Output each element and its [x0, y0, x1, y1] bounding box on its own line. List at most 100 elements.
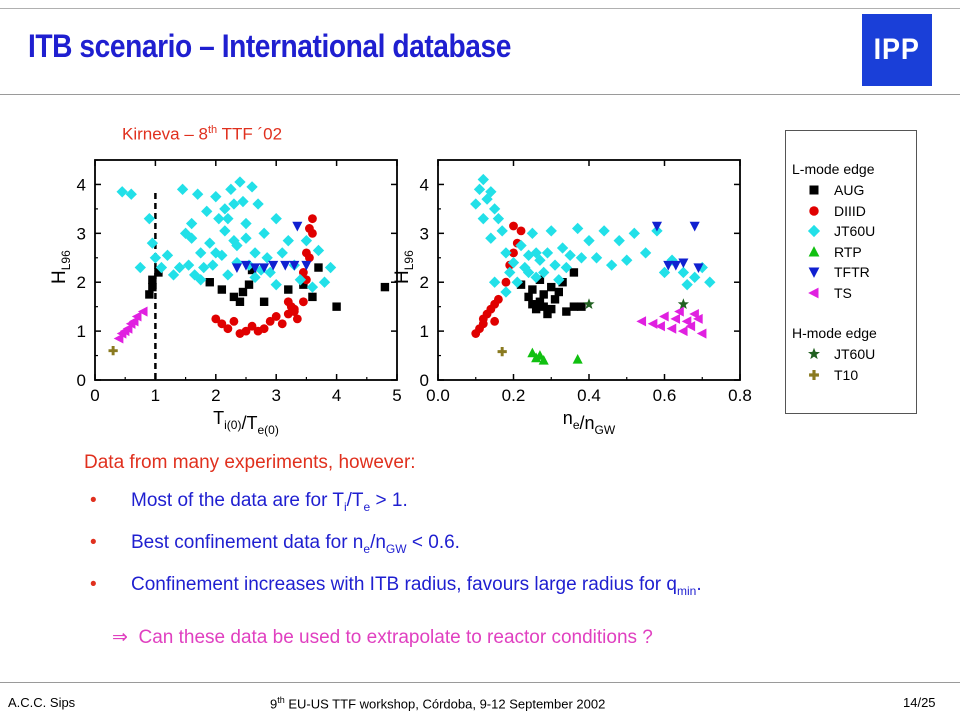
data-point	[219, 225, 231, 237]
data-point	[550, 295, 560, 304]
legend-marker	[808, 347, 820, 360]
data-point	[509, 221, 518, 231]
data-point	[670, 260, 681, 271]
data-point	[493, 294, 503, 304]
data-point	[677, 266, 690, 279]
x-tick-label: 3	[271, 386, 280, 405]
footer-divider	[0, 682, 960, 683]
bullet-1-post: > 1.	[370, 490, 408, 511]
data-point	[222, 212, 234, 225]
data-point	[234, 176, 246, 188]
bullet-marker: •	[90, 532, 97, 553]
bullet-2-sub2: GW	[385, 541, 407, 556]
data-point	[501, 277, 511, 287]
data-point	[219, 203, 231, 215]
data-point	[195, 247, 207, 259]
data-point	[185, 217, 198, 230]
data-point	[298, 268, 308, 277]
data-point	[509, 248, 518, 258]
data-point	[235, 297, 245, 306]
data-point	[306, 281, 319, 293]
legend-marker	[808, 287, 819, 298]
data-point	[562, 307, 571, 316]
data-point	[207, 259, 219, 271]
data-point	[244, 280, 254, 289]
data-point	[497, 347, 507, 357]
y-tick-label: 3	[420, 224, 429, 243]
data-point	[201, 205, 213, 218]
footer-author: A.C.C. Sips	[8, 695, 76, 710]
y-tick-label: 1	[420, 322, 429, 341]
data-point	[666, 254, 678, 266]
data-point	[590, 252, 603, 264]
data-point	[541, 247, 554, 259]
data-point	[651, 221, 662, 232]
footer-event-prefix: 9	[270, 696, 278, 712]
data-point	[249, 247, 261, 259]
summary-intro: Data from many experiments, however:	[84, 452, 416, 473]
data-point	[524, 292, 533, 302]
data-point	[259, 324, 269, 334]
bullet-text: Best confinement data for ne/nGW < 0.6.	[131, 532, 460, 556]
data-point	[681, 316, 692, 327]
data-point	[300, 234, 313, 247]
x-tick-label: 0.0	[426, 386, 450, 405]
x-tick-label: 1	[151, 386, 160, 405]
y-tick-label: 2	[420, 273, 429, 292]
data-point	[312, 244, 325, 257]
data-point	[500, 247, 512, 259]
data-point	[192, 188, 204, 200]
data-point	[689, 271, 701, 284]
series-t10	[497, 347, 507, 357]
data-point	[613, 234, 625, 247]
data-point	[301, 275, 311, 285]
bullet-1-sub1: i	[343, 499, 347, 514]
data-point	[210, 190, 222, 203]
legend-marker	[809, 185, 819, 195]
data-point	[113, 333, 124, 344]
data-point	[240, 260, 252, 271]
data-point	[125, 188, 137, 200]
data-point	[531, 304, 541, 314]
data-point	[228, 198, 240, 210]
logo-text: IPP	[873, 33, 921, 66]
series-ts	[636, 306, 707, 339]
data-point	[678, 258, 689, 269]
data-point	[670, 313, 681, 324]
data-point	[122, 323, 133, 334]
y-tick-label: 0	[420, 371, 429, 390]
data-point	[176, 183, 189, 196]
data-point	[301, 248, 311, 258]
data-point	[182, 259, 195, 271]
data-point	[280, 260, 291, 271]
data-point	[516, 280, 526, 289]
bullet-marker: •	[90, 490, 97, 511]
data-point	[547, 282, 556, 292]
data-point	[308, 214, 317, 224]
data-point	[539, 302, 548, 311]
data-point	[198, 261, 210, 274]
data-point	[511, 276, 523, 288]
data-point	[289, 304, 299, 314]
data-point	[380, 282, 390, 292]
data-point	[522, 249, 535, 262]
credit-sup: th	[208, 124, 218, 136]
series-aug	[145, 263, 390, 311]
data-point	[205, 278, 214, 287]
data-point	[685, 321, 696, 332]
data-point	[488, 276, 501, 288]
data-point	[247, 321, 257, 331]
data-point	[231, 263, 242, 274]
conclusion: ⇒ Can these data be used to extrapolate …	[112, 626, 653, 649]
data-point	[167, 269, 180, 281]
data-point	[528, 300, 537, 309]
data-point	[154, 268, 163, 277]
series-tftr	[651, 221, 704, 274]
data-point	[689, 308, 699, 320]
data-point	[308, 292, 317, 302]
data-point	[270, 212, 282, 225]
data-point	[108, 346, 118, 356]
data-point	[556, 242, 569, 254]
triangle-down-icon	[808, 267, 820, 278]
